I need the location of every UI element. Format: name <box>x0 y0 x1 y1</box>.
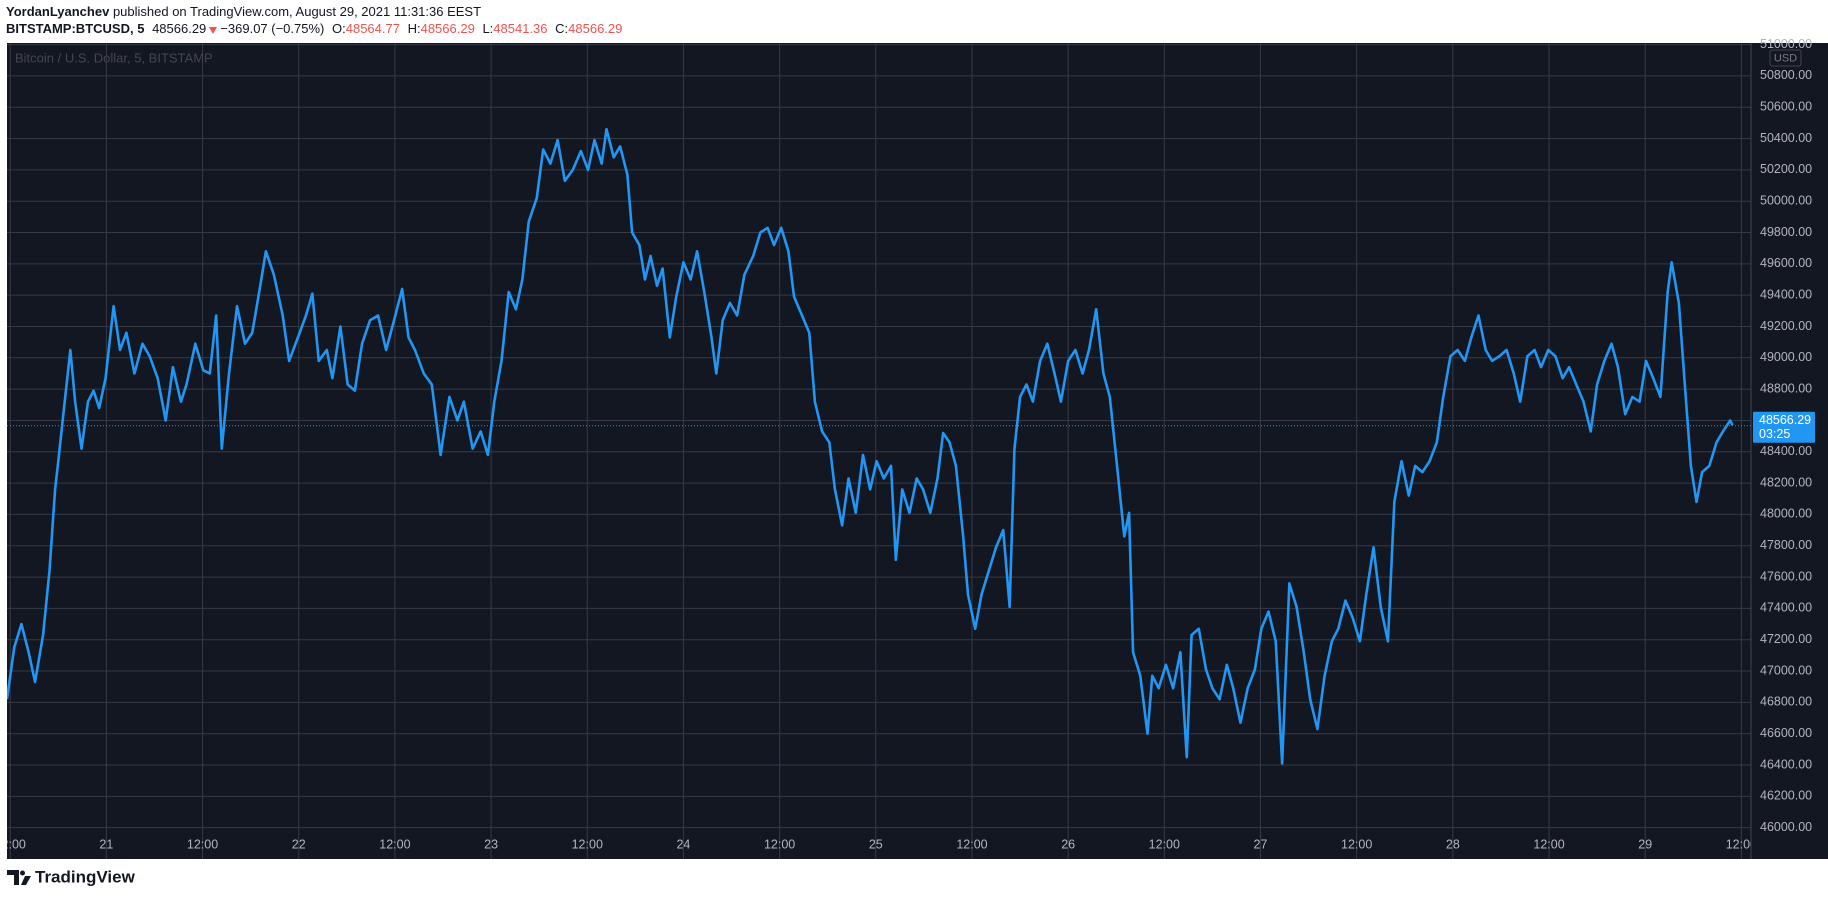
watermark: Bitcoin / U.S. Dollar, 5, BITSTAMP <box>15 50 213 65</box>
x-tick-label: 23 <box>484 837 498 851</box>
y-tick-label: 50800.00 <box>1760 68 1812 82</box>
last-price-tag <box>1753 411 1815 443</box>
ohlc-label: L: <box>482 21 494 36</box>
y-tick-label: 46400.00 <box>1760 757 1812 771</box>
x-tick-label: 25 <box>869 837 883 851</box>
last-price: 48566.29 <box>1759 413 1811 427</box>
y-tick-label: 47800.00 <box>1760 538 1812 552</box>
y-tick-label: 50600.00 <box>1760 100 1812 114</box>
ohlc-value: 48564.77 <box>345 21 400 36</box>
chart-background <box>7 43 1828 859</box>
y-tick-label: 48800.00 <box>1760 381 1812 395</box>
x-tick-label: 29 <box>1638 837 1652 851</box>
price-line <box>7 127 1734 765</box>
y-tick-label: 47600.00 <box>1760 569 1812 583</box>
down-arrow <box>209 26 218 34</box>
y-tick-label: 50000.00 <box>1760 193 1812 207</box>
quote-line: BITSTAMP:BTCUSD, 5 48566.29 −369.07 (−0.7… <box>6 20 622 37</box>
y-tick-label: 51000.00 <box>1760 37 1812 51</box>
x-tick-label: 26 <box>1061 837 1075 851</box>
ohlc-label: H: <box>407 21 421 36</box>
y-tick-label: 48200.00 <box>1760 475 1812 489</box>
y-tick-label: 50400.00 <box>1760 131 1812 145</box>
x-tick-label: 12:00 <box>1533 837 1564 851</box>
y-tick-label: 47200.00 <box>1760 632 1812 646</box>
y-tick-label: 47000.00 <box>1760 663 1812 677</box>
x-tick-label: 12:00 <box>1341 837 1372 851</box>
x-tick-label: 24 <box>676 837 690 851</box>
y-tick-label: 49600.00 <box>1760 256 1812 270</box>
y-tick-label: 49400.00 <box>1760 287 1812 301</box>
y-tick-label: 48400.00 <box>1760 444 1812 458</box>
x-tick-label: 12:00 <box>1149 837 1180 851</box>
symbol: BITSTAMP:BTCUSD, 5 <box>6 21 145 36</box>
ohlc-label: O: <box>332 21 346 36</box>
x-tick-label: 12:00 <box>956 837 987 851</box>
y-tick-label: 49800.00 <box>1760 225 1812 239</box>
y-tick-label: 46200.00 <box>1760 789 1812 803</box>
currency: USD <box>1774 52 1797 64</box>
header: YordanLyanchev published on TradingView.… <box>6 3 622 37</box>
x-tick-label: 12:00 <box>764 837 795 851</box>
ohlc-label: C: <box>555 21 569 36</box>
price: 48566.29 <box>152 21 207 36</box>
y-tick-label: 48000.00 <box>1760 507 1812 521</box>
ohlc-value: 48566.29 <box>420 21 475 36</box>
x-tick-label: 12:00 <box>572 837 603 851</box>
y-tick-label: 47400.00 <box>1760 601 1812 615</box>
y-tick-label: 50200.00 <box>1760 162 1812 176</box>
ohlc-value: 48566.29 <box>568 21 623 36</box>
published: published on TradingView.com, August 29,… <box>112 4 482 19</box>
x-tick-label: 22 <box>292 837 306 851</box>
x-tick-label: 27 <box>1254 837 1268 851</box>
ohlc-value: 48541.36 <box>493 21 548 36</box>
footer-logo <box>7 870 31 885</box>
x-tick-label: 28 <box>1446 837 1460 851</box>
y-tick-label: 46800.00 <box>1760 695 1812 709</box>
publish-line: YordanLyanchev published on TradingView.… <box>6 3 622 20</box>
author: YordanLyanchev <box>6 4 110 19</box>
x-tick-label: 12:00 <box>1726 837 1757 851</box>
x-tick-label: 12:00 <box>0 837 26 851</box>
y-tick-label: 46600.00 <box>1760 726 1812 740</box>
x-tick-label: 21 <box>99 837 113 851</box>
y-tick-label: 49000.00 <box>1760 350 1812 364</box>
footer-brand: TradingView <box>35 867 136 886</box>
change: −369.07 (−0.75%) <box>220 21 325 36</box>
x-tick-label: 12:00 <box>187 837 218 851</box>
currency-badge <box>1769 49 1802 67</box>
x-tick-label: 12:00 <box>379 837 410 851</box>
countdown: 03:25 <box>1759 427 1790 441</box>
y-tick-label: 49200.00 <box>1760 319 1812 333</box>
y-tick-label: 46000.00 <box>1760 820 1812 834</box>
